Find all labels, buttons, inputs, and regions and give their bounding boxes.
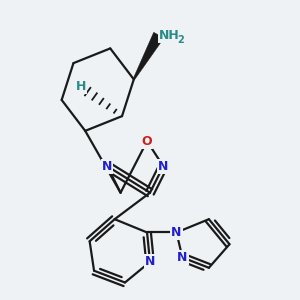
Text: 2: 2 bbox=[178, 34, 184, 45]
Text: N: N bbox=[145, 255, 155, 268]
Text: H: H bbox=[76, 80, 86, 93]
Text: N: N bbox=[177, 251, 188, 264]
Text: N: N bbox=[171, 226, 182, 239]
Text: N: N bbox=[158, 160, 168, 173]
Text: N: N bbox=[102, 160, 112, 173]
Text: NH: NH bbox=[159, 29, 180, 42]
Text: O: O bbox=[142, 135, 152, 148]
Polygon shape bbox=[133, 32, 164, 80]
